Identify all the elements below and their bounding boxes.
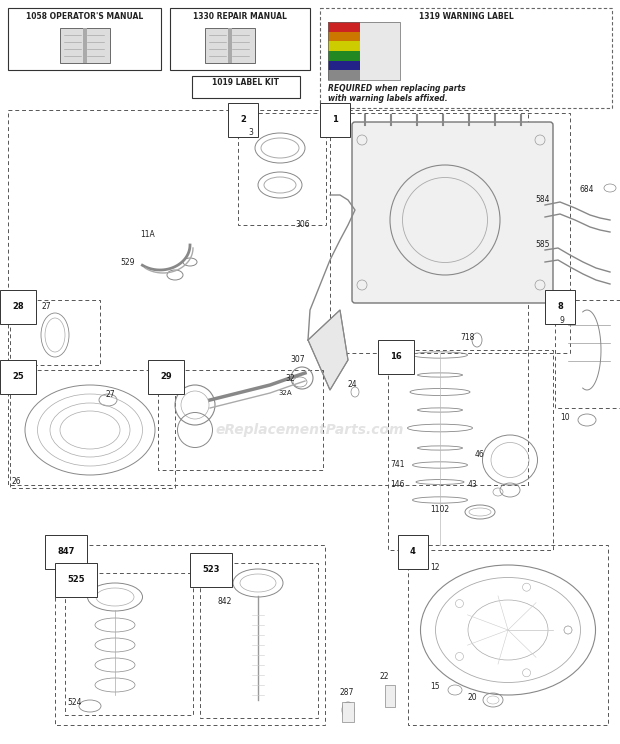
Text: 20: 20 [468, 693, 477, 702]
Text: 524: 524 [67, 698, 81, 707]
FancyBboxPatch shape [352, 122, 553, 303]
Text: 1330 REPAIR MANUAL: 1330 REPAIR MANUAL [193, 12, 287, 21]
Bar [328, 22, 400, 80]
Bar [342, 702, 354, 722]
Text: 146: 146 [390, 480, 404, 489]
Bar [360, 42, 400, 51]
Text: 718: 718 [460, 333, 474, 342]
Text: 32: 32 [285, 374, 294, 383]
Bar [360, 71, 400, 80]
Bar [205, 28, 255, 63]
Bar [388, 350, 553, 550]
Text: 27: 27 [42, 302, 51, 311]
Text: 741: 741 [390, 460, 404, 469]
Text: 842: 842 [218, 597, 232, 606]
Text: 1102: 1102 [430, 505, 449, 514]
Bar [83, 28, 87, 63]
Text: 1019 LABEL KIT: 1019 LABEL KIT [213, 78, 280, 87]
Bar [55, 545, 325, 725]
Text: 8: 8 [557, 302, 563, 311]
Bar [200, 563, 318, 718]
Text: 29: 29 [160, 372, 172, 381]
Text: 584: 584 [535, 195, 549, 204]
Bar [158, 370, 323, 470]
Text: 9: 9 [560, 316, 565, 325]
Bar [192, 76, 300, 98]
Text: eReplacementParts.com: eReplacementParts.com [216, 423, 404, 437]
Text: 1058 OPERATOR'S MANUAL: 1058 OPERATOR'S MANUAL [27, 12, 144, 21]
Text: 28: 28 [12, 302, 24, 311]
Text: 287: 287 [340, 688, 355, 697]
Text: 523: 523 [202, 565, 219, 574]
Bar [328, 32, 360, 42]
Bar [408, 545, 608, 725]
Text: 26: 26 [12, 477, 22, 486]
Text: 10: 10 [560, 413, 570, 422]
Text: 529: 529 [120, 258, 135, 267]
Text: 27: 27 [105, 390, 115, 399]
Bar [555, 300, 620, 408]
Text: 43: 43 [468, 480, 478, 489]
Bar [228, 28, 232, 63]
Text: REQUIRED when replacing parts: REQUIRED when replacing parts [328, 84, 466, 93]
Text: 684: 684 [580, 185, 595, 194]
Bar [330, 113, 570, 353]
Text: 22: 22 [380, 672, 389, 681]
Text: 306: 306 [295, 220, 309, 229]
Bar [328, 71, 360, 80]
Text: 32A: 32A [278, 390, 291, 396]
Bar [238, 113, 326, 225]
Text: 1319 WARNING LABEL: 1319 WARNING LABEL [418, 12, 513, 21]
Bar [385, 685, 395, 707]
Bar [328, 61, 360, 71]
Bar [8, 110, 528, 485]
Text: 4: 4 [410, 547, 416, 556]
Bar [8, 8, 161, 70]
Bar [360, 51, 400, 61]
Bar [328, 22, 360, 32]
Bar [328, 42, 360, 51]
Text: 847: 847 [57, 547, 74, 556]
Bar [65, 573, 193, 715]
Text: 15: 15 [430, 682, 440, 691]
Bar [360, 61, 400, 71]
Text: 525: 525 [67, 575, 84, 584]
Bar [328, 51, 360, 61]
Polygon shape [308, 310, 348, 390]
Bar [10, 300, 100, 365]
Text: 2: 2 [240, 115, 246, 124]
Bar [360, 22, 400, 32]
Bar [320, 8, 612, 108]
Text: with warning labels affixed.: with warning labels affixed. [328, 94, 448, 103]
Text: 25: 25 [12, 372, 24, 381]
Bar [360, 32, 400, 42]
Bar [60, 28, 110, 63]
Text: 12: 12 [430, 563, 440, 572]
Text: 24: 24 [348, 380, 358, 389]
Bar [170, 8, 310, 70]
Text: 585: 585 [535, 240, 549, 249]
Text: 3: 3 [248, 128, 253, 137]
Bar [10, 370, 175, 488]
Text: 1: 1 [332, 115, 338, 124]
Text: 46: 46 [475, 450, 485, 459]
Text: 307: 307 [290, 355, 304, 364]
Text: 16: 16 [390, 352, 402, 361]
Text: 11A: 11A [140, 230, 155, 239]
